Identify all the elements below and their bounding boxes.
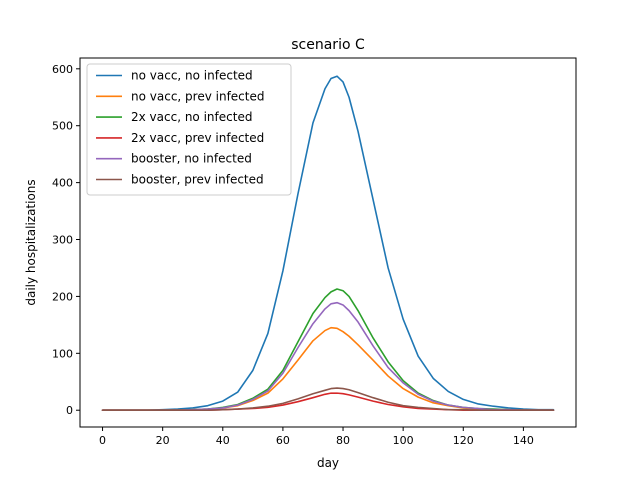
series-line-booster-prev-infected — [101, 387, 555, 412]
legend-label: 2x vacc, prev infected — [131, 131, 264, 145]
legend: no vacc, no infected no vacc, prev infect… — [86, 63, 292, 196]
x-tick-label: 100 — [393, 434, 414, 447]
chart-title: scenario C — [291, 37, 365, 53]
y-tick-label: 0 — [66, 404, 73, 417]
plot-lines — [101, 75, 555, 412]
legend-label: 2x vacc, no infected — [131, 110, 252, 124]
y-tick-label: 600 — [52, 63, 73, 76]
legend-frame — [86, 63, 292, 196]
y-tick-label: 400 — [52, 177, 73, 190]
legend-entries: no vacc, no infected no vacc, prev infect… — [96, 69, 264, 187]
legend-label: no vacc, no infected — [131, 69, 253, 83]
x-tick-label: 60 — [276, 434, 290, 447]
x-tick-label: 140 — [513, 434, 534, 447]
legend-label: booster, prev infected — [131, 173, 264, 187]
y-axis-ticks: 0 100 200 300 400 500 600 — [52, 63, 80, 417]
y-tick-label: 500 — [52, 120, 73, 133]
x-tick-label: 80 — [336, 434, 350, 447]
y-axis-label: daily hospitalizations — [24, 179, 38, 305]
x-axis-ticks: 0 20 40 60 80 100 120 140 — [99, 427, 534, 447]
x-tick-label: 20 — [156, 434, 170, 447]
plot-frame — [79, 57, 577, 428]
legend-label: booster, no infected — [131, 152, 252, 166]
x-tick-label: 120 — [453, 434, 474, 447]
y-tick-label: 100 — [52, 347, 73, 360]
x-tick-label: 40 — [216, 434, 230, 447]
y-tick-label: 300 — [52, 234, 73, 247]
legend-label: no vacc, prev infected — [131, 89, 264, 103]
x-tick-label: 0 — [99, 434, 106, 447]
series-line-no-vacc-no-infected — [101, 75, 555, 412]
x-axis-label: day — [317, 456, 339, 470]
y-tick-label: 200 — [52, 290, 73, 303]
